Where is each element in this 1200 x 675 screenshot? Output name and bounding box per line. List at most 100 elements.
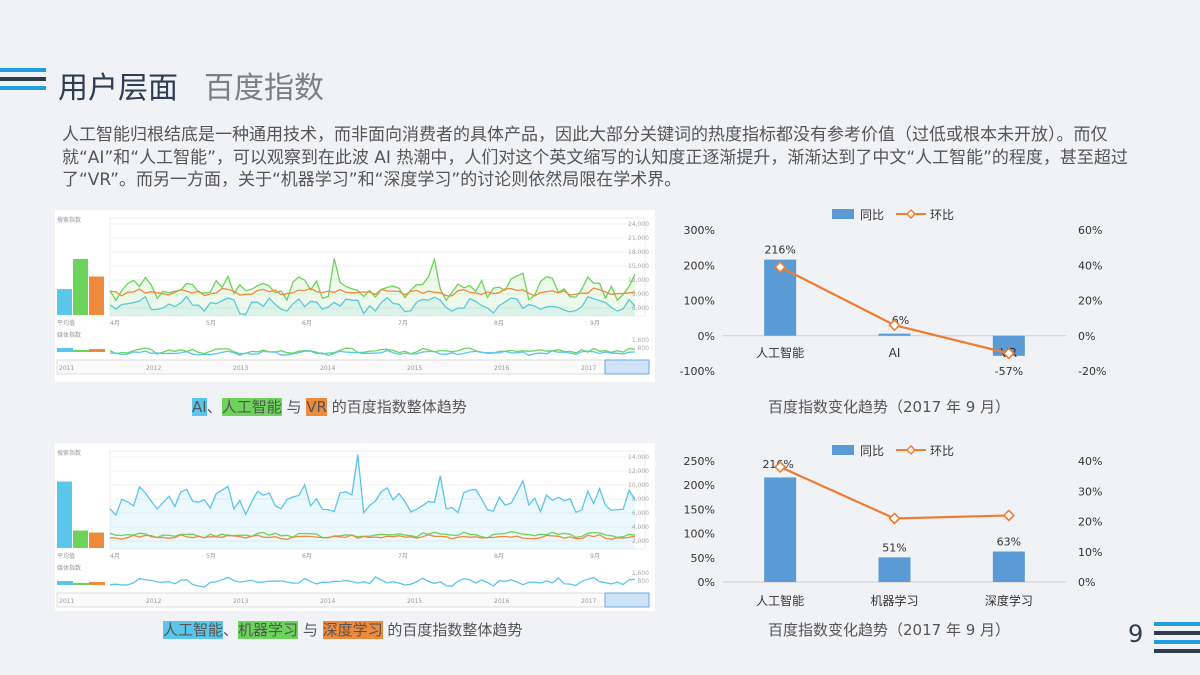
legend-label: 同比 <box>860 444 884 458</box>
y-tick-left: 300% <box>684 224 715 237</box>
caption-tail: 的百度指数整体趋势 <box>326 398 467 416</box>
caption-bottom-left: 人工智能、机器学习 与 深度学习 的百度指数整体趋势 <box>163 619 522 640</box>
corner-stripes <box>1154 622 1200 658</box>
y-tick-right: 10% <box>1078 546 1102 559</box>
avg-label: 平均值 <box>57 319 75 327</box>
search-index-label: 搜索指数 <box>57 449 81 457</box>
year-tick: 2011 <box>59 598 74 605</box>
y-tick-left: 150% <box>684 503 715 516</box>
media-bar <box>73 583 89 585</box>
x-tick-label: 深度学习 <box>985 593 1033 608</box>
year-tick: 2015 <box>407 598 422 605</box>
caption-sep: 与 <box>298 621 323 639</box>
y-tick: 15,000 <box>628 263 649 270</box>
data-label: 51% <box>882 541 906 554</box>
y-tick-right: 60% <box>1078 224 1102 237</box>
x-tick-label: 人工智能 <box>756 593 804 608</box>
month-tick: 9月 <box>590 553 600 560</box>
y-tick-left: -100% <box>680 365 715 378</box>
y-tick: 12,000 <box>628 468 649 475</box>
media-index-label: 媒体指数 <box>57 564 81 572</box>
avg-bar <box>89 276 104 315</box>
media-tick: 1,600 <box>632 570 649 577</box>
avg-bar <box>73 530 88 548</box>
month-tick: 4月 <box>110 553 120 560</box>
y-tick-left: 200% <box>684 479 715 492</box>
avg-bar <box>57 289 72 315</box>
year-tick: 2015 <box>407 365 422 372</box>
media-bar <box>57 348 73 352</box>
timeline-selection <box>604 359 650 375</box>
avg-bar <box>73 259 88 315</box>
timeline-selection <box>604 592 650 608</box>
year-tick: 2016 <box>494 598 509 605</box>
y-tick: 9,000 <box>632 291 649 298</box>
legend-label: 环比 <box>930 444 954 458</box>
line-point <box>888 512 901 525</box>
trend-screenshot-bottom: 搜索指数 平均值 14,000 12,000 10,000 8,000 6,000 4,000… <box>55 443 655 611</box>
caption-top-right: 百度指数变化趋势（2017 年 9 月） <box>768 398 1011 416</box>
trend-line <box>109 295 636 316</box>
y-tick: 21,000 <box>628 235 649 242</box>
trend-line-area <box>110 454 635 549</box>
month-tick: 6月 <box>302 553 312 560</box>
y-tick-left: 0% <box>698 576 715 589</box>
bar <box>878 333 911 336</box>
caption-keyword-jiqixuexi: 机器学习 <box>238 621 299 639</box>
line-series-huanbi <box>779 466 1009 520</box>
y-tick: 18,000 <box>628 249 649 256</box>
bar <box>992 551 1025 582</box>
month-tick: 8月 <box>494 553 504 560</box>
y-tick: 6,000 <box>632 305 649 312</box>
bar <box>764 477 797 582</box>
caption-bottom-right: 百度指数变化趋势（2017 年 9 月） <box>768 621 1011 639</box>
media-line <box>109 349 636 357</box>
y-tick: 2,000 <box>632 538 649 545</box>
legend-swatch-bar <box>832 209 854 219</box>
media-index-label: 媒体指数 <box>57 331 81 339</box>
year-tick: 2014 <box>320 365 335 372</box>
month-tick: 7月 <box>398 320 408 327</box>
caption-keyword-vr: VR <box>306 398 327 416</box>
y-tick-right: 40% <box>1078 259 1102 272</box>
trend-line <box>109 287 636 297</box>
year-tick: 2012 <box>146 365 161 372</box>
month-tick: 9月 <box>590 320 600 327</box>
legend-label: 环比 <box>930 208 954 222</box>
y-tick-right: 0% <box>1078 576 1095 589</box>
media-bar <box>89 349 105 352</box>
media-tick: 1,600 <box>632 337 649 344</box>
month-tick: 5月 <box>206 553 216 560</box>
data-label: 216% <box>764 244 795 257</box>
y-tick: 10,000 <box>628 482 649 489</box>
year-tick: 2016 <box>494 365 509 372</box>
media-tick: 800 <box>638 578 650 585</box>
line-series-huanbi <box>779 266 1010 355</box>
legend-marker <box>905 208 917 220</box>
trend-line-area <box>110 296 635 316</box>
year-tick: 2017 <box>581 365 596 372</box>
caption-sep: 、 <box>206 398 222 416</box>
y-tick: 8,000 <box>632 496 649 503</box>
year-tick: 2014 <box>320 598 335 605</box>
y-tick: 12,000 <box>628 277 649 284</box>
y-tick-left: 100% <box>684 295 715 308</box>
combo-chart-1: 同比 环比 -100% 0% 100% 200% 300% -20% 0% 20% 40% 60% 人工… <box>680 208 1107 378</box>
y-tick-left: 250% <box>684 455 715 468</box>
y-tick-left: 200% <box>684 259 715 272</box>
y-tick: 6,000 <box>632 510 649 517</box>
y-tick: 4,000 <box>632 524 649 531</box>
line-point <box>774 460 787 474</box>
caption-keyword-ai: AI <box>192 398 207 416</box>
y-tick-right: 0% <box>1078 330 1095 343</box>
x-tick-label: 人工智能 <box>756 345 804 360</box>
legend-swatch-bar <box>832 445 854 455</box>
search-index-label: 搜索指数 <box>57 216 81 224</box>
bar <box>878 557 911 582</box>
media-line <box>109 576 636 588</box>
y-tick-right: 30% <box>1078 485 1102 498</box>
avg-bar <box>89 532 104 548</box>
y-tick: 14,000 <box>628 454 649 461</box>
page-number: 9 <box>1128 620 1144 648</box>
